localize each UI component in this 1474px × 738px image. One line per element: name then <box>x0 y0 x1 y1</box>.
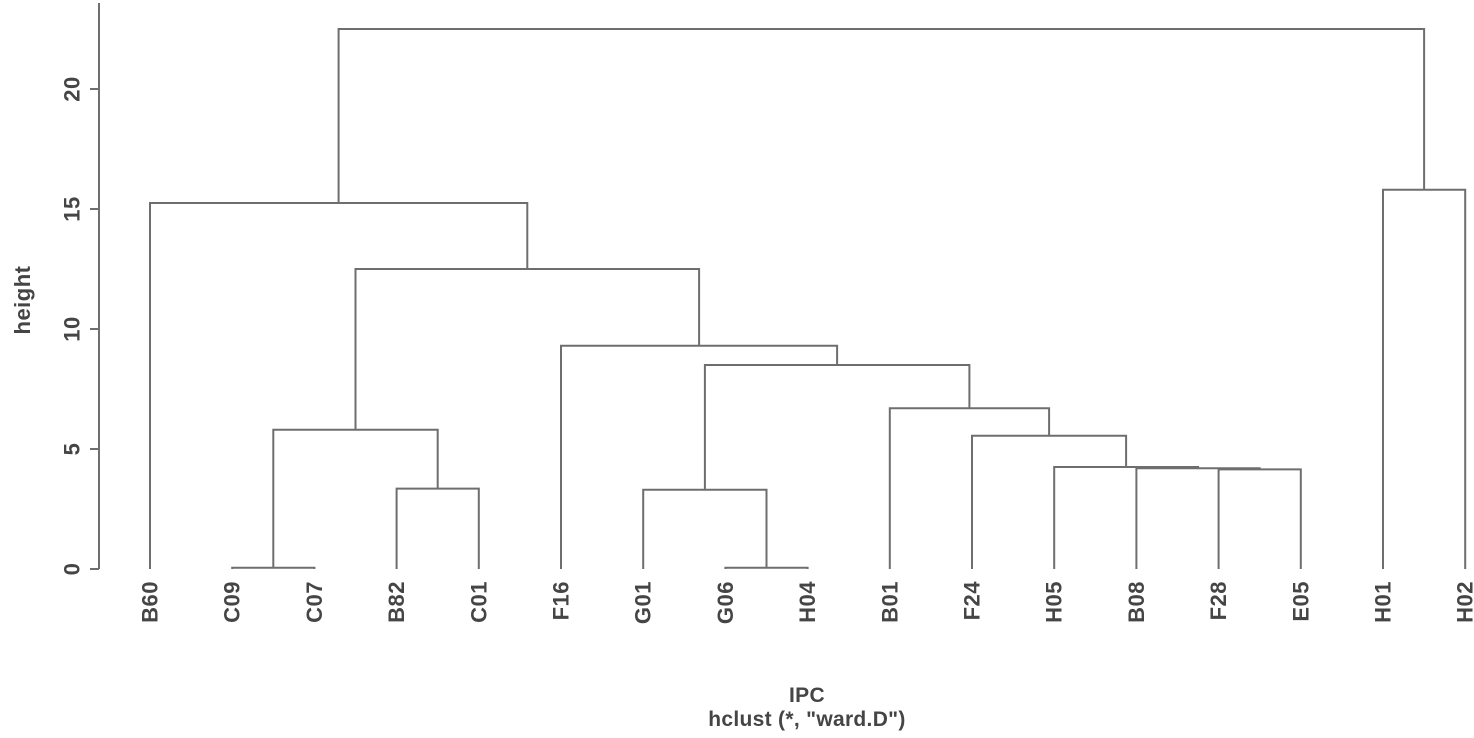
leaf-label-B82: B82 <box>384 581 409 623</box>
y-tick-label-5: 5 <box>60 443 85 456</box>
leaf-label-H04: H04 <box>795 581 820 623</box>
x-axis-caption: IPC hclust (*, "ward.D") <box>708 684 905 731</box>
leaf-label-F28: F28 <box>1206 581 1231 620</box>
branch-h5.8 <box>272 428 439 568</box>
leaf-label-G01: G01 <box>631 581 656 624</box>
leaf-labels: B60 C09 C07 B82 C01 F16 G01 G06 H04 B01 F24 H05 B08 F… <box>138 581 1474 624</box>
branch-h15.8 <box>1382 188 1467 569</box>
dendrogram-branches <box>149 28 1467 569</box>
branch-h9.3 <box>560 344 839 569</box>
y-tick-label-10: 10 <box>60 316 85 341</box>
leaf-label-H02: H02 <box>1453 581 1474 623</box>
leaf-label-E05: E05 <box>1288 581 1313 622</box>
leaf-label-B08: B08 <box>1124 581 1149 623</box>
y-tick-label-0: 0 <box>60 563 85 576</box>
leaf-label-C07: C07 <box>302 581 327 623</box>
leaf-label-H05: H05 <box>1042 581 1067 623</box>
y-axis-ticks <box>90 88 99 570</box>
x-axis-subtitle: hclust (*, "ward.D") <box>708 708 905 731</box>
branch-h3.35 <box>395 487 480 569</box>
y-axis-tick-labels: 0 5 10 15 20 <box>60 76 85 575</box>
branch-h12.5 <box>354 268 701 430</box>
leaf-label-H01: H01 <box>1371 581 1396 623</box>
branch-h22.5 <box>337 28 1426 203</box>
branch-h0.05 <box>724 566 809 569</box>
branch-h5.55 <box>971 434 1128 569</box>
branch-h4.25 <box>1053 466 1200 569</box>
branch-h3.3 <box>642 488 768 569</box>
leaf-label-F24: F24 <box>960 581 985 621</box>
leaf-label-B60: B60 <box>138 581 163 623</box>
branch-h8.5 <box>703 364 971 490</box>
y-axis-title: height <box>10 265 35 334</box>
y-tick-label-15: 15 <box>60 196 85 221</box>
leaf-label-B01: B01 <box>877 581 902 623</box>
y-axis: 0 5 10 15 20 height <box>10 3 100 575</box>
leaf-label-C09: C09 <box>220 581 245 623</box>
leaf-label-F16: F16 <box>549 581 574 620</box>
leaf-label-G06: G06 <box>713 581 738 624</box>
branch-h4.15 <box>1217 468 1302 569</box>
branch-h4.2 <box>1135 467 1261 569</box>
leaf-label-C01: C01 <box>466 581 491 623</box>
x-axis-title: IPC <box>789 684 825 707</box>
branch-h6.7 <box>888 407 1051 569</box>
y-tick-label-20: 20 <box>60 76 85 101</box>
branch-h15.25 <box>149 202 529 569</box>
branch-h0.05 <box>231 566 316 569</box>
